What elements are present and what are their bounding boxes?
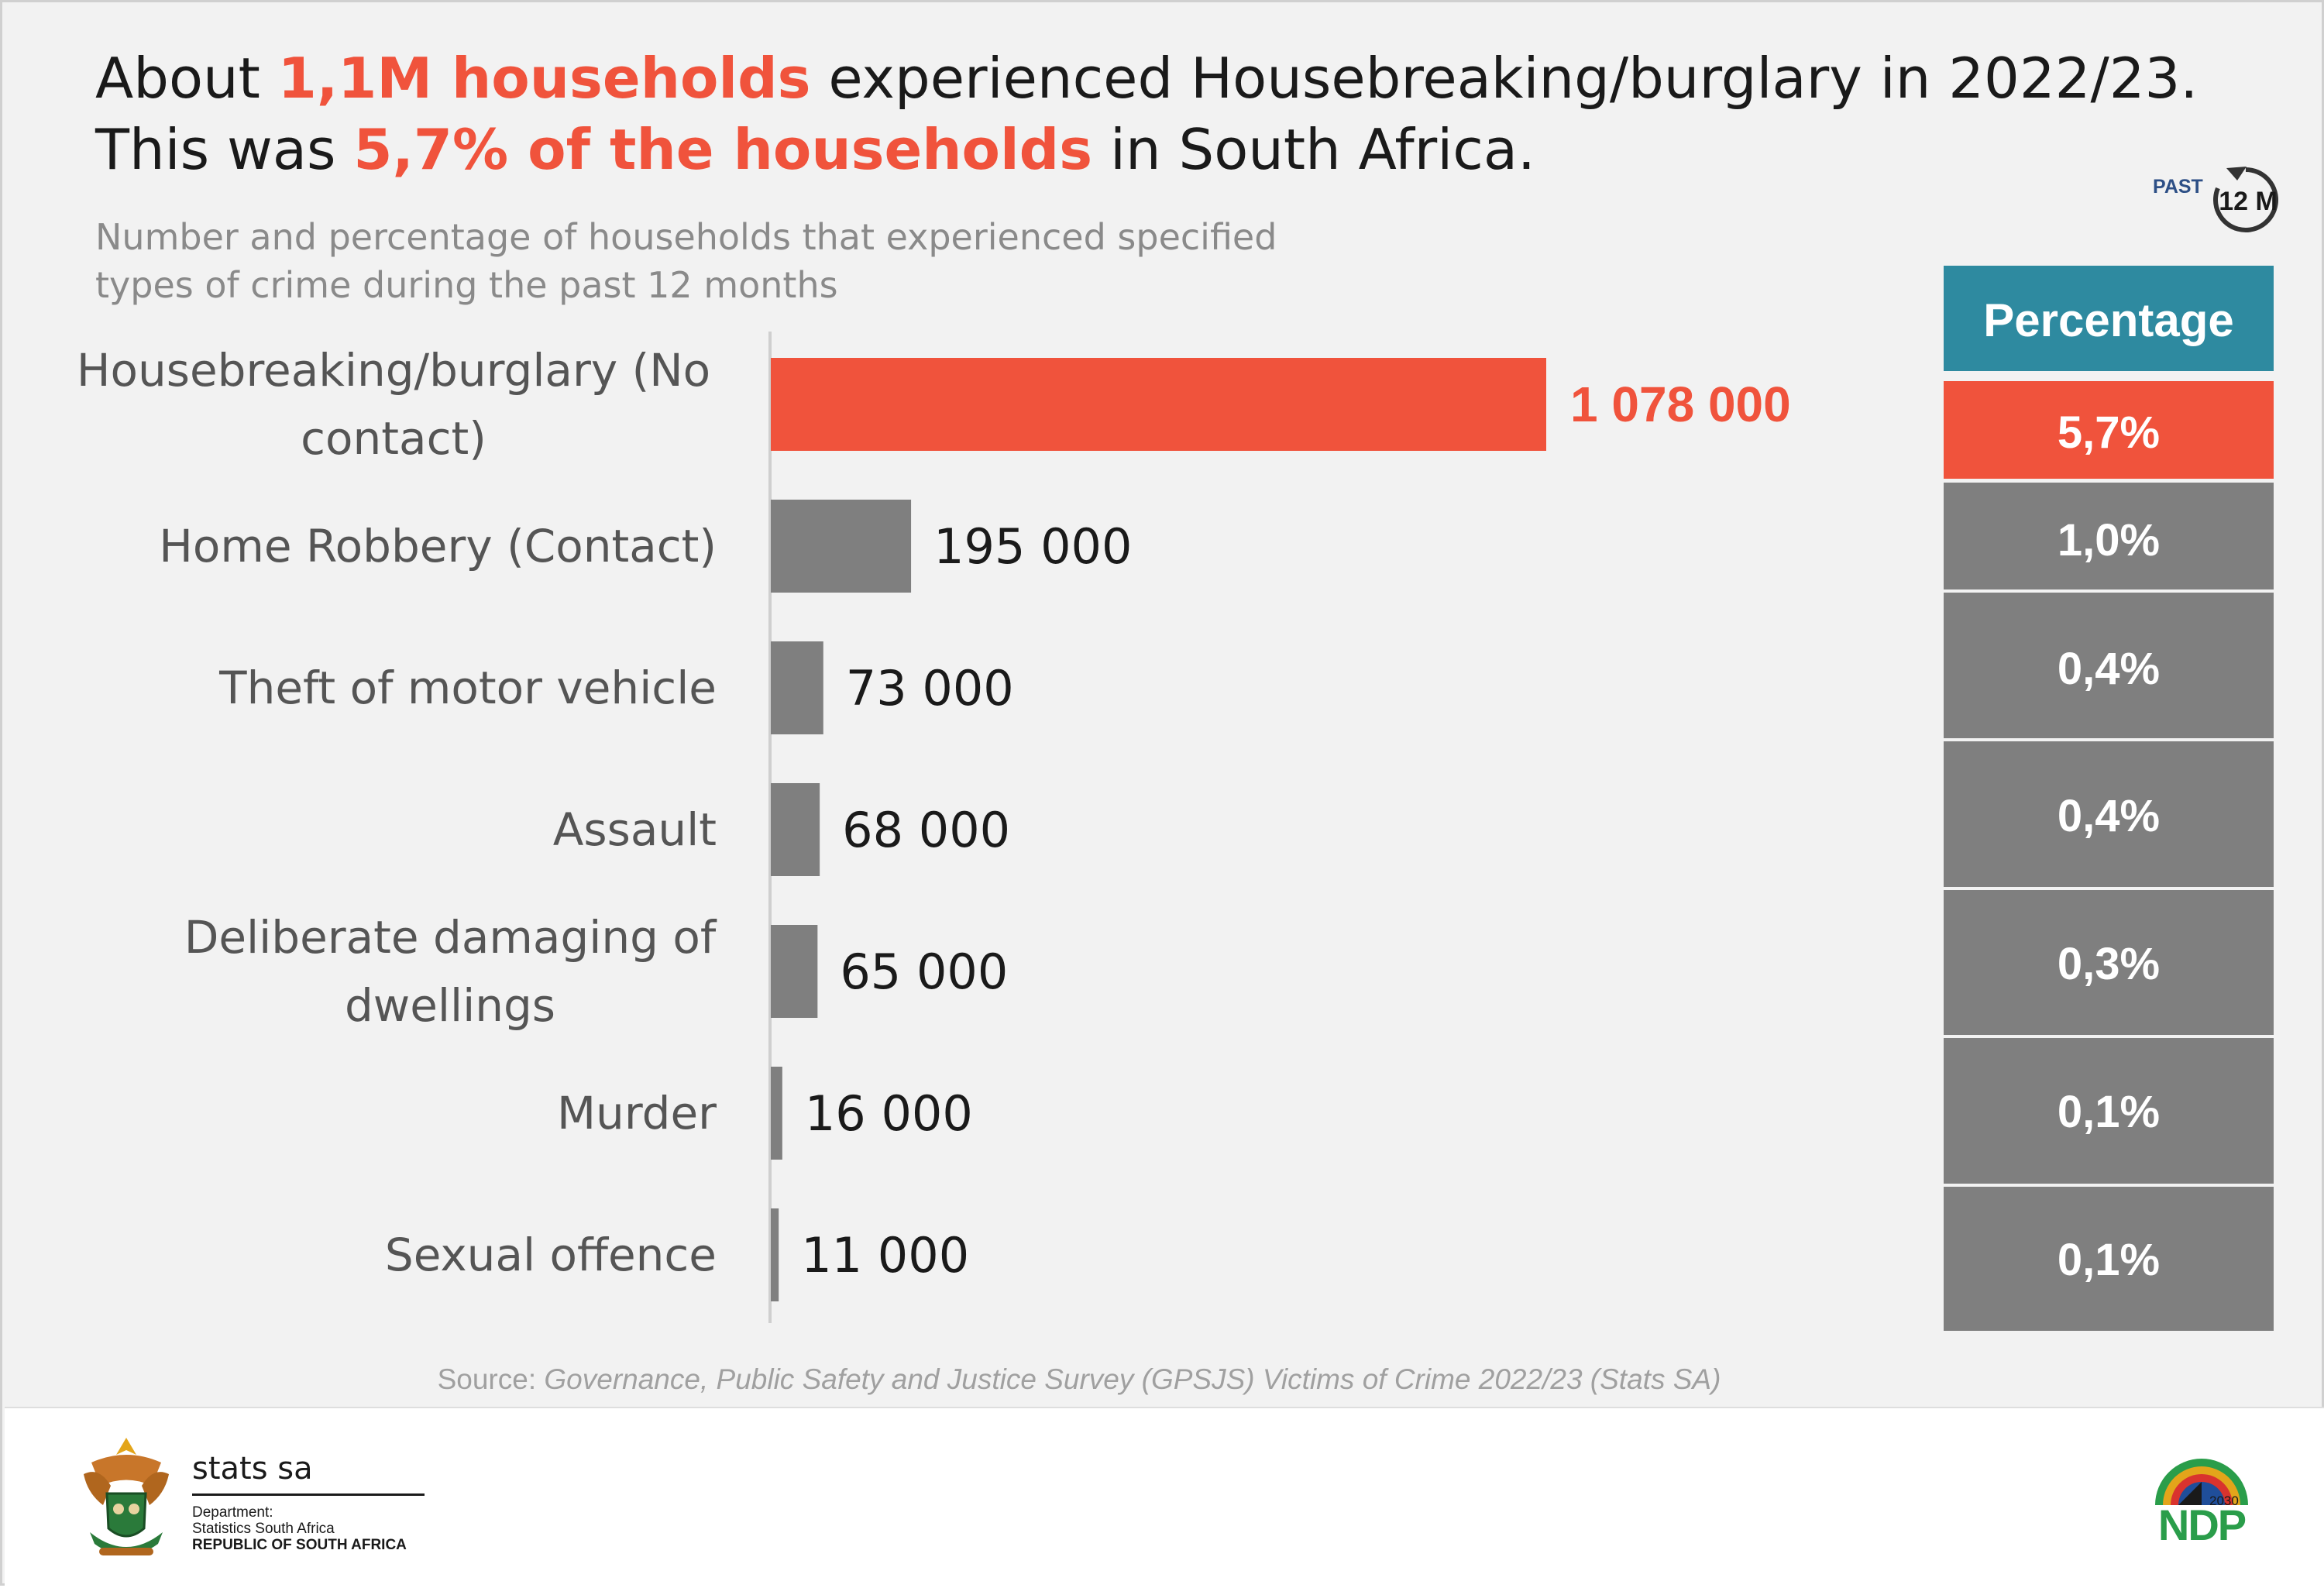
percentage-header-cell <box>1944 266 2274 371</box>
bar-value-label: 1 078 000 <box>1570 376 1791 432</box>
bar <box>771 358 1546 451</box>
percentage-table: Percentage 5,7% 1,0% 0,4% 0,4% 0,3% 0,1% 0,1% <box>1944 266 2274 1331</box>
bars <box>771 358 1546 1301</box>
percentage-value: 0,3% <box>2058 939 2160 989</box>
bar-value-label: 65 000 <box>840 944 1008 1000</box>
brand-divider <box>192 1493 425 1496</box>
percentage-cell <box>1944 890 2274 1035</box>
bar <box>771 1208 779 1301</box>
coat-of-arms-icon <box>84 1438 169 1555</box>
percentage-cell <box>1944 1038 2274 1184</box>
category-label-line: Deliberate damaging of <box>184 911 717 964</box>
bar-value-label: 16 000 <box>805 1085 973 1142</box>
category-label: Housebreaking/burglary (No contact) <box>77 344 710 465</box>
source-text: Governance, Public Safety and Justice Su… <box>544 1363 1721 1395</box>
percentage-cell <box>1944 483 2274 589</box>
bar <box>771 500 912 593</box>
percentage-cell <box>1944 741 2274 887</box>
value-labels: 1 078 000 195 000 73 000 68 000 65 000 16 000… <box>801 376 1791 1284</box>
headline: About 1,1M households experienced Houseb… <box>95 43 2264 185</box>
category-labels: Housebreaking/burglary (No contact) Home R… <box>77 344 717 1281</box>
organisation-name: Statistics South Africa <box>192 1521 335 1537</box>
percentage-value: 5,7% <box>2058 407 2160 458</box>
chart-subtitle: Number and percentage of households that… <box>95 216 1277 306</box>
bar-value-label: 195 000 <box>933 518 1132 575</box>
percentage-value: 0,4% <box>2058 644 2160 694</box>
country-name: REPUBLIC OF SOUTH AFRICA <box>192 1537 407 1553</box>
headline-highlight-households: 1,1M households <box>277 46 811 111</box>
category-label: Assault <box>553 803 717 856</box>
period-past-label: PAST <box>2153 176 2203 198</box>
headline-part-1: About <box>95 46 278 111</box>
headline-part-3: in South Africa. <box>1092 117 1535 182</box>
ndp-wordmark: NDP <box>2157 1500 2247 1549</box>
percentage-header: Percentage <box>1983 294 2234 346</box>
headline-part-2: experienced Housebreaking/burglary in 20… <box>95 46 2199 182</box>
period-months-label: 12 M <box>2219 187 2278 216</box>
bar-value-label: 68 000 <box>842 802 1010 858</box>
ndp-year: 2030 <box>2209 1493 2239 1508</box>
percentage-cell <box>1944 381 2274 479</box>
source-prefix: Source: <box>437 1363 545 1395</box>
stats-sa-brand: stats sa <box>192 1451 313 1487</box>
percentage-value: 0,1% <box>2058 1235 2160 1285</box>
category-label-line: Housebreaking/burglary (No <box>77 344 710 397</box>
category-label: Sexual offence <box>385 1229 717 1281</box>
category-label: Deliberate damaging of dwellings <box>184 911 717 1032</box>
footer-bar: stats sa Department: Statistics South Af… <box>5 1407 2324 1587</box>
bar-value-label: 73 000 <box>846 660 1014 717</box>
clock-cycle-icon <box>2213 167 2278 232</box>
percentage-cell <box>1944 593 2274 738</box>
category-label: Theft of motor vehicle <box>218 662 717 714</box>
category-label: Murder <box>557 1087 717 1139</box>
bar <box>771 783 820 876</box>
category-label-line: dwellings <box>345 979 555 1032</box>
bar <box>771 925 818 1018</box>
bar <box>771 1067 782 1160</box>
category-label: Home Robbery (Contact) <box>159 520 717 572</box>
source-note: Source: Governance, Public Safety and Ju… <box>2 1363 2156 1396</box>
bar-value-label: 11 000 <box>801 1227 969 1284</box>
percentage-value: 1,0% <box>2058 515 2160 565</box>
category-label-line: contact) <box>301 412 486 465</box>
bar <box>771 641 823 734</box>
percentage-cell <box>1944 1187 2274 1331</box>
percentage-value: 0,1% <box>2058 1087 2160 1137</box>
department-label: Department: <box>192 1504 273 1521</box>
ndp-2030-logo <box>2155 1459 2248 1505</box>
percentage-value: 0,4% <box>2058 791 2160 841</box>
headline-highlight-percentage: 5,7% of the households <box>353 117 1093 182</box>
